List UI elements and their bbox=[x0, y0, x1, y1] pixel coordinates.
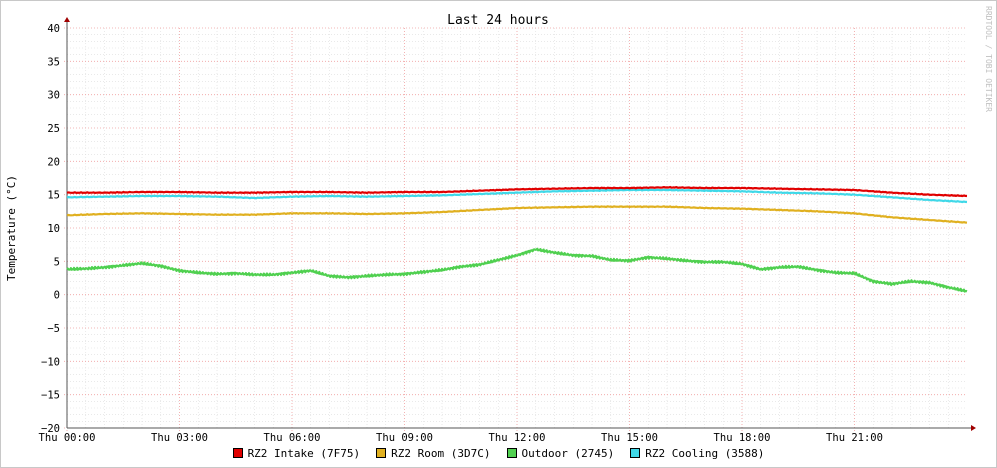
y-tick-label: 25 bbox=[47, 123, 60, 135]
series-line-rz2-intake-7f75 bbox=[66, 185, 968, 198]
series-layer bbox=[66, 185, 968, 293]
series-line-rz2-cooling-3588 bbox=[66, 188, 968, 204]
legend-label: Outdoor (2745) bbox=[521, 446, 615, 460]
y-tick-label: 15 bbox=[47, 190, 60, 202]
y-tick-label: −5 bbox=[47, 323, 60, 335]
y-tick-label: 5 bbox=[54, 256, 60, 268]
y-tick-label: −20 bbox=[41, 423, 60, 435]
legend-swatch bbox=[506, 448, 517, 458]
x-axis-arrow bbox=[971, 425, 976, 431]
legend-item: Outdoor (2745) bbox=[506, 446, 615, 460]
x-tick-label: Thu 03:00 bbox=[151, 432, 208, 444]
x-tick-label: Thu 18:00 bbox=[714, 432, 771, 444]
y-tick-label: 20 bbox=[47, 156, 60, 168]
legend-label: RZ2 Cooling (3588) bbox=[645, 446, 765, 460]
series-line-outdoor-2745 bbox=[66, 247, 968, 293]
y-tick-label: −15 bbox=[41, 390, 60, 402]
y-tick-label: 10 bbox=[47, 223, 60, 235]
y-tick-label: 40 bbox=[47, 23, 60, 35]
legend-swatch bbox=[376, 448, 387, 458]
legend-item: RZ2 Intake (7F75) bbox=[232, 446, 361, 460]
chart-title: Last 24 hours bbox=[447, 13, 549, 28]
y-tick-label: 35 bbox=[47, 56, 60, 68]
x-tick-label: Thu 09:00 bbox=[376, 432, 433, 444]
legend-item: RZ2 Cooling (3588) bbox=[630, 447, 764, 460]
watermark: RRDTOOL / TOBI OETIKER bbox=[984, 6, 993, 112]
y-tick-label: 0 bbox=[54, 290, 60, 302]
x-tick-label: Thu 00:00 bbox=[39, 432, 96, 444]
legend-item: RZ2 Room (3D7C) bbox=[376, 446, 491, 460]
series-line-rz2-room-3d7c bbox=[66, 205, 968, 224]
x-tick-label: Thu 06:00 bbox=[264, 432, 321, 444]
y-tick-label: 30 bbox=[47, 90, 60, 102]
grid-layer bbox=[64, 27, 967, 431]
legend-label: RZ2 Room (3D7C) bbox=[391, 446, 491, 460]
x-tick-label: Thu 12:00 bbox=[489, 432, 546, 444]
x-tick-label: Thu 15:00 bbox=[601, 432, 658, 444]
legend-swatch bbox=[232, 448, 243, 458]
y-tick-label: −10 bbox=[41, 356, 60, 368]
legend-label: RZ2 Intake (7F75) bbox=[247, 446, 361, 460]
x-tick-label: Thu 21:00 bbox=[826, 432, 883, 444]
legend: RZ2 Intake (7F75) RZ2 Room (3D7C) Outdoor … bbox=[0, 445, 997, 461]
y-axis-arrow bbox=[64, 17, 70, 22]
y-axis-label: Temperature (°C) bbox=[5, 175, 18, 281]
legend-swatch bbox=[630, 448, 641, 458]
axis-layer bbox=[64, 17, 976, 431]
